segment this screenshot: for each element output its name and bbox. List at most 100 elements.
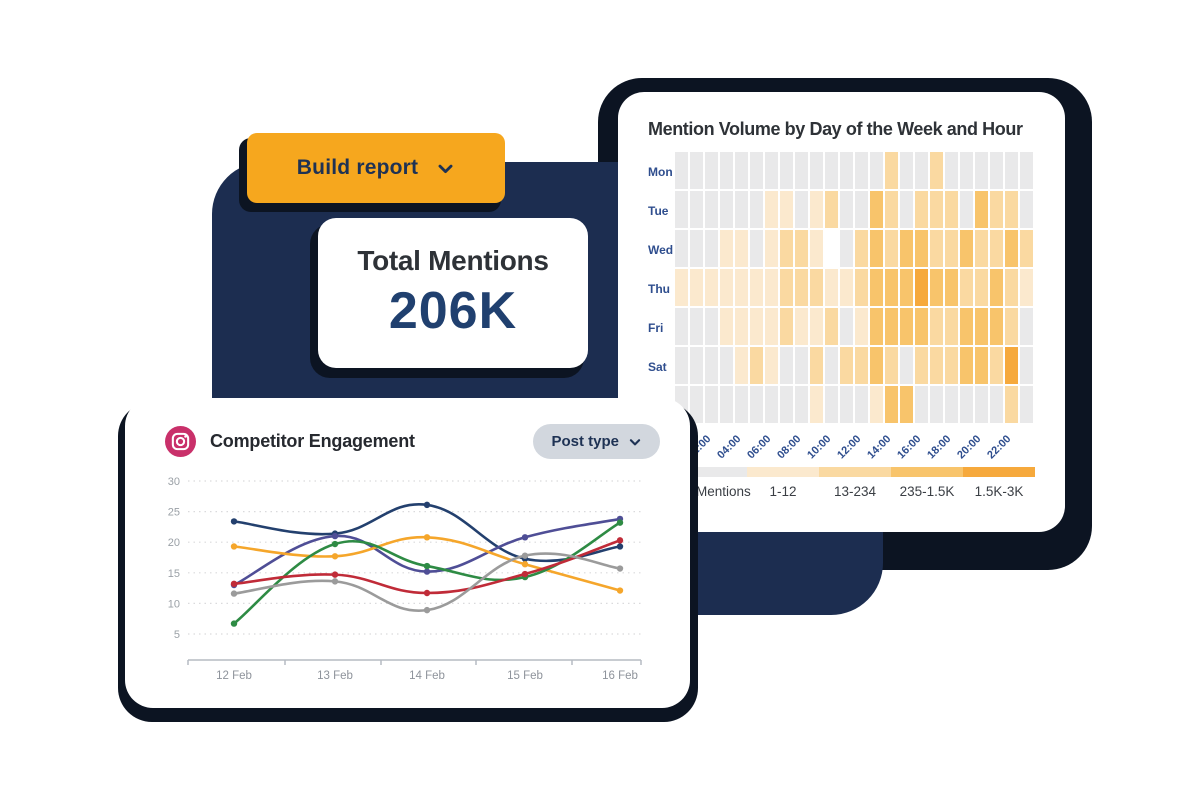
heatmap-cell (1020, 269, 1033, 306)
heatmap-cell (765, 191, 778, 228)
heatmap-cell (720, 230, 733, 267)
post-type-label: Post type (551, 433, 619, 450)
y-axis-tick-label: 25 (168, 507, 180, 519)
heatmap-cell (900, 230, 913, 267)
heatmap-cell (750, 269, 763, 306)
heatmap-hour-label: 08:00 (775, 433, 804, 462)
data-point-purple (331, 532, 339, 540)
heatmap-cell (705, 347, 718, 384)
heatmap-cell (870, 230, 883, 267)
heatmap-cell (945, 269, 958, 306)
heatmap-row-label: Thu (648, 281, 670, 296)
data-point-red (331, 571, 339, 578)
heatmap-cell (750, 152, 763, 189)
heatmap-cell (885, 269, 898, 306)
heatmap-cell (765, 347, 778, 384)
heatmap-cell (690, 269, 703, 306)
heatmap-cell (780, 308, 793, 345)
heatmap-title: Mention Volume by Day of the Week and Ho… (648, 119, 1023, 139)
legend-swatch (747, 467, 819, 477)
heatmap-cell (855, 230, 868, 267)
heatmap-cell (1005, 386, 1018, 423)
heatmap-cell (810, 308, 823, 345)
data-point-purple (521, 534, 529, 541)
data-point-red (616, 537, 624, 544)
data-point-orange (230, 543, 238, 550)
heatmap-cell (795, 152, 808, 189)
heatmap-cell (705, 152, 718, 189)
heatmap-cell (945, 230, 958, 267)
heatmap-hour-label: 18:00 (925, 433, 954, 462)
heatmap-cell (855, 152, 868, 189)
x-axis-tick-label: 16 Feb (602, 670, 638, 682)
data-point-gray (331, 578, 339, 585)
data-point-orange (521, 561, 529, 568)
y-axis-tick-label: 30 (168, 476, 180, 488)
heatmap-cell (705, 308, 718, 345)
heatmap-cell (900, 347, 913, 384)
heatmap-cell (825, 191, 838, 228)
heatmap-cell (870, 347, 883, 384)
heatmap-cell (675, 230, 688, 267)
chevron-down-icon (438, 164, 453, 173)
heatmap-cell (915, 230, 928, 267)
heatmap-cell (930, 230, 943, 267)
heatmap-cell (780, 152, 793, 189)
heatmap-cell (945, 386, 958, 423)
x-axis-tick-label: 14 Feb (409, 670, 445, 682)
heatmap-cell (780, 191, 793, 228)
heatmap-hour-labels: 02:00 04:00 06:00 08:00 10:00 12:00 14:00 16:00… (675, 425, 1038, 465)
heatmap-cell (705, 191, 718, 228)
heatmap-cell (975, 347, 988, 384)
heatmap-hour-label: 20:00 (955, 433, 984, 462)
heatmap-cell (840, 308, 853, 345)
heatmap-cell (720, 152, 733, 189)
heatmap-cell (810, 191, 823, 228)
heatmap-cell (960, 152, 973, 189)
heatmap-hour-label: 14:00 (865, 433, 894, 462)
heatmap-cell (795, 347, 808, 384)
heatmap-cell (795, 308, 808, 345)
heatmap-cell (735, 308, 748, 345)
build-report-button[interactable]: Build report (247, 133, 505, 203)
y-axis-tick-label: 15 (168, 568, 180, 580)
heatmap-legend-labels: No Mentions 1-12 13-234 235-1.5K 1.5K-3K (675, 484, 1035, 499)
heatmap-cell (720, 386, 733, 423)
competitor-engagement-card: 30 25 20 15 10 5 12 Feb 13 Feb 14 Feb 15 Feb 16 Fe… (125, 398, 690, 708)
x-axis-tick-label: 12 Feb (216, 670, 252, 682)
heatmap-cell (855, 308, 868, 345)
data-point-green (616, 519, 624, 526)
data-point-navy (423, 501, 431, 509)
post-type-button[interactable]: Post type (533, 424, 660, 459)
heatmap-cell (780, 347, 793, 384)
heatmap-cell (855, 347, 868, 384)
heatmap-cell (915, 269, 928, 306)
data-point-green (230, 620, 238, 627)
heatmap-cell (795, 269, 808, 306)
heatmap-cell (675, 191, 688, 228)
heatmap-cell (780, 386, 793, 423)
heatmap-cell (885, 308, 898, 345)
heatmap-cell (900, 308, 913, 345)
data-point-green (331, 540, 339, 548)
data-point-orange (423, 534, 431, 541)
heatmap-cell (795, 230, 808, 267)
legend-label: 235-1.5K (899, 484, 955, 499)
heatmap-cell (1005, 152, 1018, 189)
data-point-navy (616, 543, 624, 550)
heatmap-cell (930, 386, 943, 423)
data-point-gray (423, 606, 431, 614)
heatmap-cell (1020, 308, 1033, 345)
heatmap-day-labels: MonTueWedThuFriSatSun (648, 152, 675, 425)
heatmap-cell (840, 347, 853, 384)
heatmap-cell (960, 191, 973, 228)
heatmap-cell (990, 152, 1003, 189)
heatmap-cell (810, 269, 823, 306)
heatmap-cell (765, 308, 778, 345)
heatmap-cell (960, 386, 973, 423)
heatmap-cell (1005, 269, 1018, 306)
heatmap-cell (720, 191, 733, 228)
heatmap-cell (690, 230, 703, 267)
heatmap-cell (690, 152, 703, 189)
